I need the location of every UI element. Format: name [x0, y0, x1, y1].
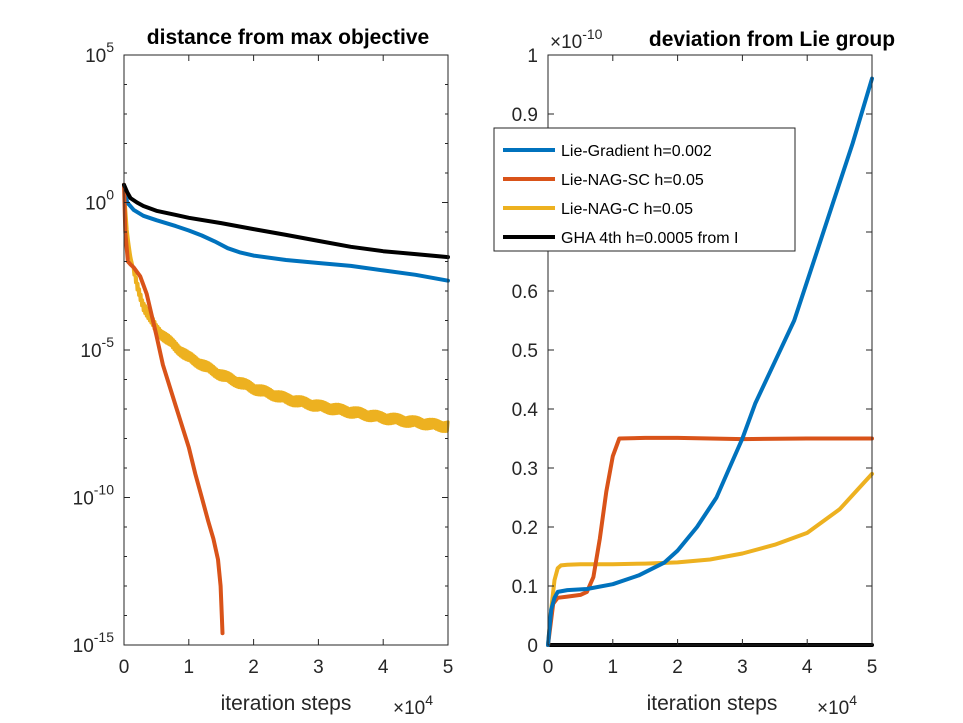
left-y-tick-label: 10-10 — [73, 482, 115, 510]
legend: Lie-Gradient h=0.002 Lie-NAG-SC h=0.05 Lie… — [493, 127, 796, 252]
left-y-tick-label: 105 — [85, 39, 114, 67]
right-y-tick-label: 0 — [527, 636, 538, 657]
left-y-tick-label: 100 — [85, 187, 114, 215]
right-series-lie-nag-c-h-0-05 — [546, 471, 874, 647]
left-series-lie-nag-sc-h-0-05 — [122, 182, 225, 636]
right-x-tick-label: 3 — [737, 657, 748, 678]
right-y-multiplier: ×10-10 — [550, 26, 603, 53]
left-x-tick-label: 4 — [378, 657, 389, 678]
left-x-tick-label: 0 — [119, 657, 130, 678]
legend-label: Lie-Gradient h=0.002 — [561, 143, 712, 160]
right-y-tick-label: 0.1 — [512, 577, 538, 598]
left-xlabel: iteration steps — [221, 692, 352, 715]
right-xlabel: iteration steps — [647, 692, 778, 715]
left-series-lie-gradient-h-0-002 — [122, 184, 450, 283]
left-x-multiplier: ×104 — [393, 692, 433, 719]
left-series-gha-4th-h-0-0005-from-i — [122, 182, 450, 260]
left-panel: 0 1 2 3 4 5 10-15 10-10 10-5 100 105 distance from… — [73, 26, 454, 719]
left-y-tick-label: 10-5 — [80, 334, 114, 362]
right-series-lie-gradient-h-0-002 — [546, 76, 874, 647]
right-x-tick-label: 0 — [543, 657, 554, 678]
right-y-tick-label: 0.3 — [512, 459, 538, 480]
right-x-tick-label: 5 — [867, 657, 878, 678]
left-series-group — [122, 182, 450, 636]
left-y-tick-label: 10-15 — [73, 629, 115, 657]
left-series-lie-nag-c-h-0-05 — [122, 183, 450, 433]
right-series-lie-nag-sc-h-0-05 — [546, 435, 874, 647]
right-x-tick-label: 4 — [802, 657, 813, 678]
legend-label: Lie-NAG-SC h=0.05 — [561, 172, 704, 189]
legend-label: Lie-NAG-C h=0.05 — [561, 201, 693, 218]
right-y-tick-label: 0.9 — [512, 105, 538, 126]
left-x-tick-label: 2 — [248, 657, 259, 678]
legend-label: GHA 4th h=0.0005 from I — [561, 230, 738, 247]
left-x-tick-label: 1 — [184, 657, 195, 678]
right-y-tick-label: 0.4 — [512, 400, 539, 421]
legend-items: Lie-Gradient h=0.002 Lie-NAG-SC h=0.05 Lie… — [503, 143, 738, 247]
right-y-tick-label: 1 — [527, 46, 538, 67]
right-y-tick-label: 0.5 — [512, 341, 538, 362]
left-x-tick-label: 5 — [443, 657, 454, 678]
right-y-tick-label: 0.2 — [512, 518, 538, 539]
right-title: deviation from Lie group — [649, 28, 895, 51]
left-x-tick-label: 3 — [313, 657, 324, 678]
right-x-tick-label: 2 — [672, 657, 683, 678]
left-title: distance from max objective — [147, 26, 429, 49]
right-x-multiplier: ×104 — [817, 692, 857, 719]
right-y-tick-label: 0.6 — [512, 282, 538, 303]
left-ticks-group: 0 1 2 3 4 5 10-15 10-10 10-5 100 105 — [73, 39, 454, 678]
right-x-tick-label: 1 — [608, 657, 619, 678]
